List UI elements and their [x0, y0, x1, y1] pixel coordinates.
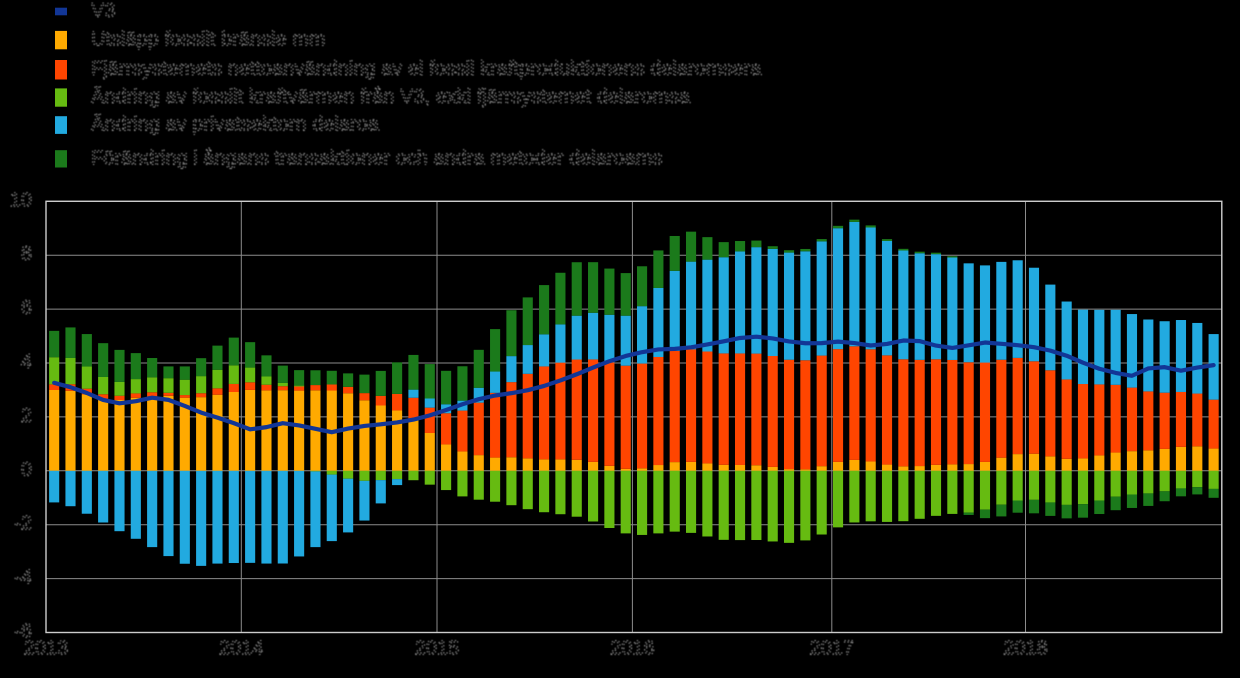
svg-text:Ändring av fossilt kraftvärmen: Ändring av fossilt kraftvärmen från V3, … [91, 86, 691, 108]
svg-text:Ändring av privatsektorn delar: Ändring av privatsektorn delaroa [91, 114, 380, 136]
svg-text:2013: 2013 [24, 638, 69, 660]
svg-text:10: 10 [10, 189, 32, 211]
svg-text:2015: 2015 [415, 638, 460, 660]
svg-text:2017: 2017 [810, 638, 855, 660]
svg-text:Fjärrsystemets nettoanvändning: Fjärrsystemets nettoanvändning av el fos… [91, 58, 762, 80]
svg-text:Utsläpp fossilt bränsle mm: Utsläpp fossilt bränsle mm [91, 29, 326, 51]
svg-text:4: 4 [21, 351, 32, 373]
svg-text:0: 0 [21, 459, 32, 481]
svg-text:8: 8 [21, 243, 32, 265]
svg-text:V3: V3 [91, 0, 115, 22]
svg-text:6: 6 [21, 297, 32, 319]
svg-text:-2: -2 [14, 513, 32, 535]
svg-text:2014: 2014 [219, 638, 264, 660]
svg-text:2016: 2016 [610, 638, 655, 660]
svg-text:2018: 2018 [1003, 638, 1048, 660]
svg-text:2: 2 [21, 405, 32, 427]
svg-text:Förändring i ångans transaktio: Förändring i ångans transaktioner och an… [91, 147, 662, 169]
svg-text:-4: -4 [14, 567, 32, 589]
